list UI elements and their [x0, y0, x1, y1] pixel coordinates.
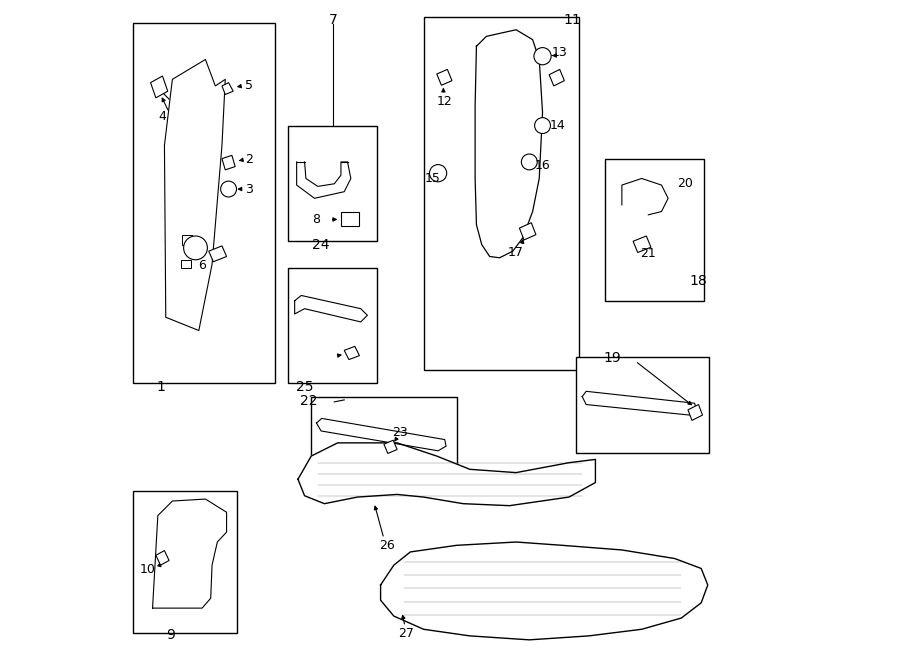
Text: 9: 9 [166, 627, 176, 642]
Bar [132, 23, 274, 383]
Text: 21: 21 [641, 247, 656, 260]
Polygon shape [384, 440, 397, 453]
Polygon shape [436, 69, 452, 85]
Bar [341, 212, 359, 226]
Text: 12: 12 [436, 95, 453, 108]
Polygon shape [209, 246, 227, 262]
Text: 6: 6 [198, 259, 206, 272]
Bar [576, 357, 709, 453]
Circle shape [534, 48, 551, 65]
Text: 18: 18 [689, 274, 706, 288]
Circle shape [184, 236, 207, 260]
Text: 24: 24 [312, 237, 330, 252]
Polygon shape [519, 223, 536, 240]
Bar [606, 159, 705, 301]
Text: 11: 11 [563, 13, 581, 27]
Polygon shape [549, 69, 564, 86]
Text: 10: 10 [140, 563, 155, 576]
Bar [132, 491, 238, 633]
Polygon shape [344, 346, 359, 360]
Text: 5: 5 [245, 79, 253, 93]
Circle shape [429, 165, 446, 182]
Polygon shape [150, 76, 167, 98]
Circle shape [535, 118, 551, 134]
Circle shape [220, 181, 237, 197]
Text: 8: 8 [312, 213, 320, 226]
Circle shape [521, 154, 537, 170]
Polygon shape [688, 405, 703, 420]
Text: 27: 27 [398, 627, 414, 640]
Text: 14: 14 [549, 119, 565, 132]
Bar [311, 397, 456, 466]
Text: 3: 3 [245, 182, 253, 196]
Bar [424, 17, 579, 370]
Polygon shape [222, 83, 233, 95]
Bar [288, 268, 377, 383]
Polygon shape [181, 260, 191, 268]
Text: 15: 15 [425, 172, 441, 185]
Polygon shape [156, 551, 169, 565]
Text: 23: 23 [392, 426, 409, 439]
Text: 20: 20 [677, 177, 693, 190]
Polygon shape [298, 443, 596, 506]
Text: 25: 25 [296, 379, 313, 394]
Text: 13: 13 [551, 46, 567, 59]
Polygon shape [183, 235, 193, 245]
Polygon shape [633, 236, 651, 253]
Text: 4: 4 [158, 110, 166, 124]
Text: 26: 26 [379, 539, 395, 552]
Polygon shape [381, 542, 707, 640]
Text: 19: 19 [603, 351, 621, 366]
Polygon shape [222, 155, 235, 170]
Text: 22: 22 [301, 394, 318, 408]
Text: 2: 2 [245, 153, 253, 167]
Bar [288, 126, 377, 241]
Text: 7: 7 [328, 13, 338, 27]
Text: 16: 16 [535, 159, 551, 172]
Text: 1: 1 [156, 379, 165, 394]
Text: 17: 17 [508, 246, 524, 259]
